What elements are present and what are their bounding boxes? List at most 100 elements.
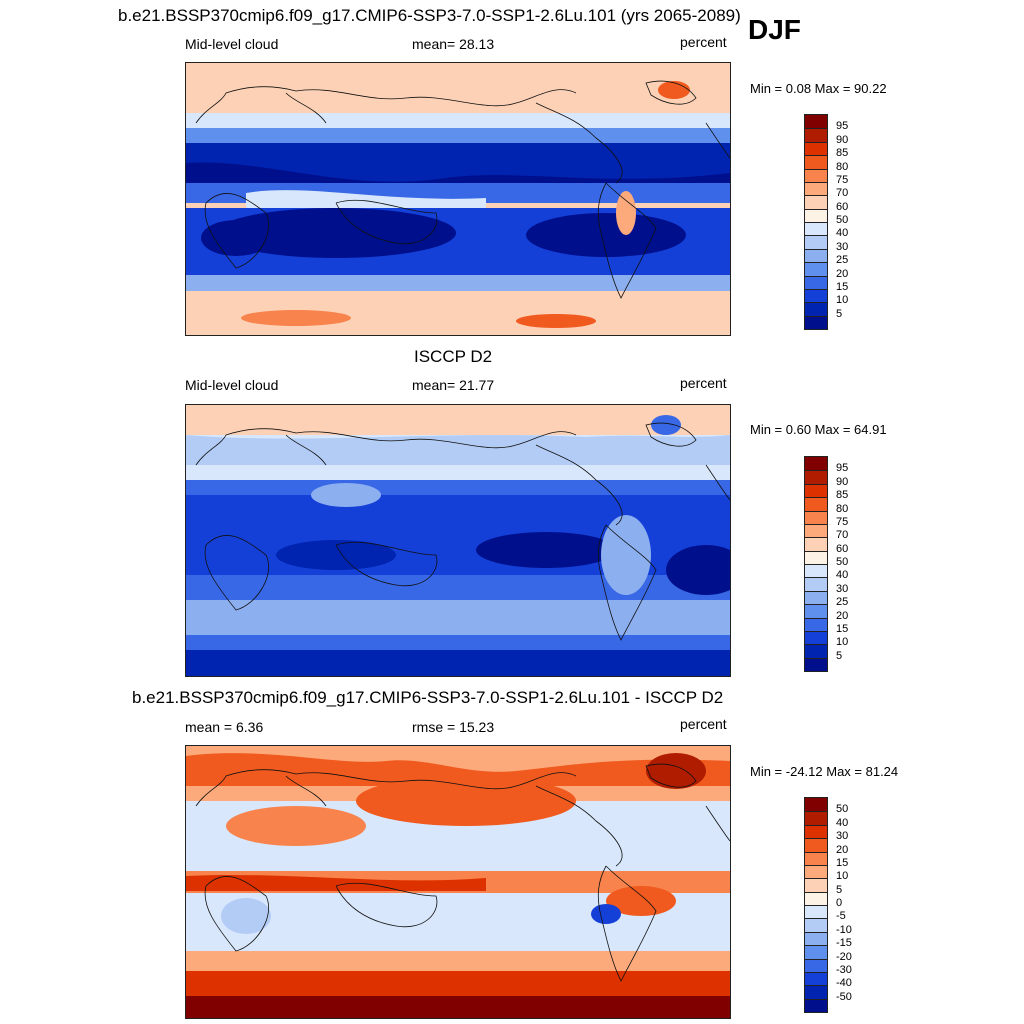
colorbar-tick-label: 0	[836, 897, 843, 909]
colorbar-tick-label: 40	[836, 227, 849, 240]
colorbar-swatch	[805, 510, 827, 524]
colorbar-swatch	[805, 168, 827, 182]
panel2-mean-label: mean= 21.77	[412, 377, 495, 393]
colorbar-tick-label: 90	[836, 475, 849, 488]
panel3-mean-label: mean = 6.36	[185, 719, 264, 735]
colorbar-tick-label: -20	[836, 950, 852, 963]
panel1-variable-label: Mid-level cloud	[185, 36, 279, 52]
panel2-minmax: Min = 0.60 Max = 64.91	[750, 422, 887, 437]
colorbar-swatch	[805, 275, 827, 289]
colorbar-swatch	[805, 851, 827, 865]
colorbar-swatch	[805, 878, 827, 892]
panel1-title: b.e21.BSSP370cmip6.f09_g17.CMIP6-SSP3-7.…	[118, 6, 741, 25]
colorbar-tick-label: 80	[836, 502, 849, 515]
colorbar-swatch	[805, 590, 827, 605]
colorbar-swatch	[805, 945, 827, 959]
colorbar-swatch	[805, 604, 827, 618]
colorbar-swatch	[805, 181, 827, 196]
colorbar-tick-label: 15	[836, 856, 849, 869]
colorbar-tick-label: 95	[836, 120, 849, 133]
colorbar-swatch	[805, 550, 827, 564]
panel2-colorbar	[804, 456, 828, 672]
colorbar-swatch	[805, 483, 827, 498]
colorbar-swatch	[805, 288, 827, 303]
colorbar-tick-label: 10	[836, 294, 849, 307]
colorbar-tick-label: 5	[836, 649, 843, 662]
panel2-units-label: percent	[680, 375, 727, 391]
colorbar-swatch	[805, 128, 827, 142]
panel2-map	[185, 404, 731, 677]
season-label: DJF	[748, 14, 801, 45]
colorbar-tick-label: 20	[836, 609, 849, 622]
colorbar-tick-label: 60	[836, 542, 849, 555]
colorbar-tick-label: -5	[836, 910, 846, 923]
colorbar-swatch	[805, 958, 827, 972]
colorbar-swatch	[805, 523, 827, 538]
colorbar-swatch	[805, 905, 827, 919]
colorbar-swatch	[805, 537, 827, 551]
panel3-map-field	[186, 746, 730, 1018]
colorbar-tick-label: 95	[836, 462, 849, 475]
panel2-map-field	[186, 405, 730, 676]
colorbar-swatch	[805, 657, 827, 671]
panel1-map	[185, 62, 731, 336]
colorbar-tick-label: 5	[836, 883, 843, 896]
colorbar-tick-label: 75	[836, 515, 849, 528]
colorbar-swatch	[805, 998, 827, 1012]
colorbar-tick-label: 25	[836, 254, 849, 267]
colorbar-tick-label: 40	[836, 816, 849, 829]
colorbar-tick-label: -30	[836, 963, 852, 976]
panel3-units-label: percent	[680, 716, 727, 732]
colorbar-swatch	[805, 931, 827, 946]
colorbar-swatch	[805, 644, 827, 658]
colorbar-tick-label: 75	[836, 173, 849, 186]
colorbar-swatch	[805, 235, 827, 249]
panel1-units-label: percent	[680, 34, 727, 50]
colorbar-tick-label: -50	[836, 990, 852, 1003]
colorbar-tick-label: 10	[836, 636, 849, 649]
colorbar-swatch	[805, 971, 827, 986]
panel3-minmax: Min = -24.12 Max = 81.24	[750, 764, 899, 779]
colorbar-tick-label: -40	[836, 977, 852, 990]
colorbar-swatch	[805, 985, 827, 999]
colorbar-tick-label: 30	[836, 582, 849, 595]
colorbar-tick-label: 15	[836, 622, 849, 635]
colorbar-swatch	[805, 208, 827, 222]
colorbar-swatch	[805, 564, 827, 578]
colorbar-tick-label: 10	[836, 870, 849, 883]
colorbar-tick-label: 30	[836, 240, 849, 253]
colorbar-swatch	[805, 864, 827, 879]
colorbar-swatch	[805, 497, 827, 511]
colorbar-tick-label: 85	[836, 489, 849, 502]
panel1-mean-label: mean= 28.13	[412, 36, 495, 52]
colorbar-tick-label: 70	[836, 187, 849, 200]
panel1-minmax: Min = 0.08 Max = 90.22	[750, 81, 887, 96]
panel3-map	[185, 745, 731, 1019]
colorbar-swatch	[805, 617, 827, 631]
colorbar-swatch	[805, 811, 827, 825]
panel3-rmse-label: rmse = 15.23	[412, 719, 495, 735]
colorbar-tick-label: 15	[836, 280, 849, 293]
panel1-map-field	[186, 63, 730, 335]
colorbar-swatch	[805, 798, 827, 812]
colorbar-tick-label: 50	[836, 556, 849, 568]
colorbar-swatch	[805, 838, 827, 852]
colorbar-swatch	[805, 824, 827, 839]
colorbar-tick-label: 50	[836, 214, 849, 226]
colorbar-swatch	[805, 470, 827, 484]
colorbar-tick-label: 85	[836, 147, 849, 160]
colorbar-swatch	[805, 195, 827, 209]
colorbar-tick-label: -15	[836, 937, 852, 950]
colorbar-swatch	[805, 577, 827, 591]
colorbar-tick-label: 30	[836, 830, 849, 843]
colorbar-swatch	[805, 315, 827, 329]
panel2-variable-label: Mid-level cloud	[185, 377, 279, 393]
colorbar-swatch	[805, 222, 827, 236]
colorbar-tick-label: 70	[836, 529, 849, 542]
panel3-colorbar	[804, 797, 828, 1013]
panel1-colorbar	[804, 114, 828, 330]
colorbar-tick-label: 5	[836, 307, 843, 320]
colorbar-swatch	[805, 630, 827, 645]
colorbar-tick-label: 20	[836, 267, 849, 280]
colorbar-swatch	[805, 457, 827, 471]
